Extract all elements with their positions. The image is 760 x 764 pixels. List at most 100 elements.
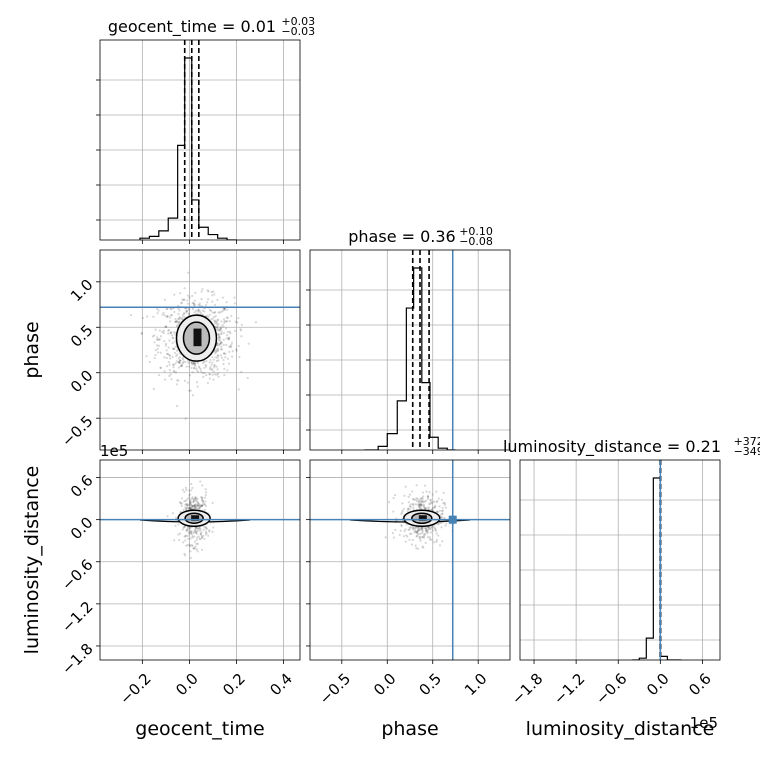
sample-point (419, 506, 422, 509)
sample-point (188, 532, 191, 535)
sample-point (423, 507, 426, 510)
sample-point (423, 532, 427, 536)
sample-point (196, 504, 199, 507)
panel-ld-vs-geocent-time-xtick-label-0: −0.2 (116, 670, 154, 708)
sample-point (186, 299, 189, 302)
sample-point (435, 500, 438, 504)
sample-point (415, 531, 418, 534)
sample-point (400, 525, 403, 528)
sample-point (203, 371, 206, 375)
sample-point (184, 360, 187, 363)
sample-point (410, 532, 413, 535)
sample-point (190, 505, 194, 508)
sample-point (431, 526, 434, 529)
sample-point (180, 497, 184, 500)
sample-point (414, 526, 418, 529)
sample-point (162, 329, 165, 332)
sample-point (216, 347, 219, 350)
sample-point (163, 356, 166, 359)
sample-point (188, 500, 192, 503)
sample-point (430, 501, 433, 504)
ld-x-axis-offset-label: 1e5 (690, 714, 718, 732)
sample-point (230, 355, 234, 358)
sample-point (436, 510, 439, 514)
sample-point (158, 329, 161, 332)
sample-point (162, 311, 165, 314)
sample-point (191, 535, 194, 538)
panel-ld-hist-xtick-label-3: 0.0 (643, 670, 673, 700)
sample-point (201, 536, 204, 539)
sample-point (215, 320, 218, 323)
sample-point (422, 546, 425, 549)
sample-point (194, 499, 197, 502)
sample-point (198, 537, 201, 540)
sample-point (184, 554, 187, 557)
sample-point (424, 507, 427, 510)
sample-point (442, 501, 445, 505)
sample-point (424, 484, 427, 487)
sample-point (204, 304, 208, 307)
sample-point (170, 308, 173, 311)
sample-point (168, 374, 171, 378)
sample-point (178, 361, 181, 364)
sample-point (188, 493, 191, 496)
sample-point (181, 357, 184, 360)
sample-point (171, 355, 174, 359)
sample-point (222, 343, 225, 347)
sample-point (414, 498, 417, 501)
sample-point (216, 298, 219, 301)
sample-point (408, 532, 412, 535)
sample-point (438, 505, 441, 508)
sample-point (191, 486, 194, 489)
sample-point (222, 325, 225, 328)
sample-point (420, 503, 423, 506)
sample-point (178, 316, 181, 319)
sample-point (189, 550, 192, 553)
sample-point (218, 342, 222, 346)
sample-point (418, 499, 421, 502)
sample-point (216, 368, 219, 371)
sample-point (195, 532, 198, 535)
sample-point (420, 526, 423, 530)
sample-point (178, 358, 181, 362)
sample-point (212, 358, 215, 361)
sample-point (164, 326, 168, 329)
sample-point (254, 321, 257, 324)
sample-point (234, 320, 237, 323)
sample-point (179, 510, 182, 513)
sample-point (226, 357, 230, 360)
sample-point (211, 311, 214, 314)
sample-point (219, 327, 223, 330)
sample-point (201, 371, 204, 374)
sample-point (173, 293, 176, 296)
sample-point (167, 332, 170, 335)
sample-point (426, 507, 429, 510)
sample-point (168, 354, 172, 357)
sample-point (194, 364, 197, 367)
sample-point (216, 327, 219, 330)
panel-phase-vs-geocent-time-frame (99, 249, 301, 451)
sample-point (422, 535, 425, 539)
sample-point (422, 495, 425, 498)
sample-point (168, 339, 171, 342)
sample-point (151, 335, 154, 338)
sample-point (414, 530, 417, 533)
sample-point (183, 315, 186, 318)
sample-point (213, 303, 217, 306)
sample-point (178, 501, 182, 504)
sample-point (425, 530, 428, 534)
sample-point (227, 337, 230, 340)
sample-point (420, 531, 424, 535)
sample-point (196, 501, 200, 504)
sample-point (228, 345, 231, 348)
sample-point (193, 540, 197, 543)
sample-point (211, 501, 214, 505)
sample-point (157, 338, 161, 341)
sample-point (205, 359, 208, 363)
sample-point (178, 318, 181, 321)
sample-point (436, 510, 439, 514)
sample-point (178, 355, 182, 359)
sample-point (167, 360, 170, 364)
sample-point (196, 550, 199, 553)
sample-point (188, 543, 191, 546)
